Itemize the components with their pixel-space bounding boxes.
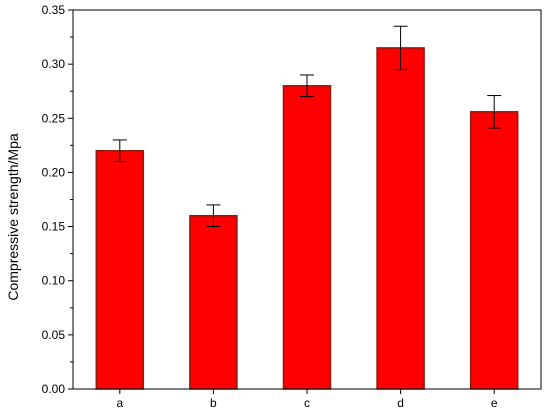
bar-c xyxy=(282,85,332,390)
error-bars-layer xyxy=(112,25,502,228)
y-tick-label-7: 0.35 xyxy=(42,3,66,17)
bars-layer xyxy=(95,47,519,390)
labels-layer: a b c d e 0.00 0.05 0.10 0.15 0.20 0.25 0.30 0.35 xyxy=(42,3,498,410)
bar-a xyxy=(95,150,145,390)
bar-d xyxy=(376,47,425,390)
y-axis-title: Compressive strength/Mpa xyxy=(5,133,21,301)
axes-layer xyxy=(68,9,542,394)
y-tick-label-2: 0.10 xyxy=(42,274,66,288)
x-tick-label-e: e xyxy=(491,396,498,410)
y-tick-label-1: 0.05 xyxy=(42,328,66,342)
y-tick-label-4: 0.20 xyxy=(42,165,66,179)
x-tick-label-c: c xyxy=(304,396,310,410)
y-tick-label-0: 0.00 xyxy=(42,382,66,396)
x-tick-label-a: a xyxy=(116,396,123,410)
x-tick-label-b: b xyxy=(210,396,217,410)
x-tick-label-d: d xyxy=(397,396,404,410)
y-tick-label-5: 0.25 xyxy=(42,111,66,125)
bar-e xyxy=(469,111,519,390)
bar-b xyxy=(189,214,238,390)
y-tick-label-6: 0.30 xyxy=(42,57,66,71)
y-tick-label-3: 0.15 xyxy=(42,220,66,234)
